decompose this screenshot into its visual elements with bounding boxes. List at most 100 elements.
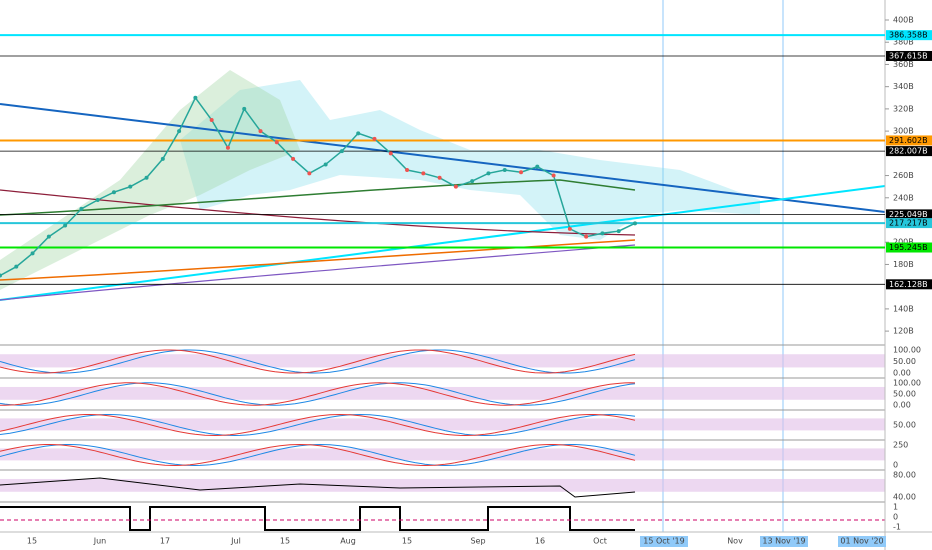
price-point xyxy=(339,149,344,154)
level-label: 367.615B xyxy=(889,51,928,60)
pane-label: 250 xyxy=(893,441,908,450)
moving-average xyxy=(0,239,636,281)
pane-label: 100.00 xyxy=(893,346,921,355)
x-tick-label: 17 xyxy=(160,537,170,546)
price-point xyxy=(356,131,361,136)
price-point xyxy=(79,206,84,211)
price-point xyxy=(291,156,296,161)
price-point xyxy=(453,184,458,189)
price-point xyxy=(584,234,589,239)
oscillator xyxy=(0,382,636,406)
x-tick-label: 01 Nov '20 xyxy=(840,537,883,546)
y-tick-label: 180B xyxy=(893,260,914,269)
level-label: 291.602B xyxy=(889,136,928,145)
pane-label: 80.00 xyxy=(893,471,916,480)
pane-label: 50.00 xyxy=(893,357,916,366)
x-tick-label: Nov xyxy=(727,537,743,546)
pane-label: 50.00 xyxy=(893,390,916,399)
level-label: 282.007B xyxy=(889,147,928,156)
level-tag xyxy=(886,242,932,253)
band xyxy=(0,70,300,290)
pane-label: 1 xyxy=(893,503,898,512)
price-point xyxy=(323,162,328,167)
pane-label: 0.00 xyxy=(893,369,911,378)
y-tick-label: 300B xyxy=(893,127,914,136)
y-tick-label: 360B xyxy=(893,60,914,69)
pane-label: 0 xyxy=(893,513,898,522)
price-point xyxy=(388,151,393,156)
price-point xyxy=(437,175,442,180)
y-tick-label: 400B xyxy=(893,16,914,25)
cloud xyxy=(180,80,760,240)
pane-band xyxy=(0,478,885,492)
level-tag xyxy=(886,135,932,146)
price-point xyxy=(551,173,556,178)
oscillator xyxy=(0,413,636,437)
price-point xyxy=(502,168,507,172)
pane-band xyxy=(0,418,885,431)
price-point xyxy=(567,226,572,231)
pane-label: 100.00 xyxy=(893,379,921,388)
y-tick-label: 340B xyxy=(893,82,914,91)
price-point xyxy=(63,223,68,228)
oscillator xyxy=(0,443,636,467)
pane-label: -1 xyxy=(893,523,901,532)
level-label: 162.128B xyxy=(889,280,928,289)
price-point xyxy=(600,231,605,236)
x-tick-label: 15 xyxy=(27,537,37,546)
level-label: 217.217B xyxy=(889,219,928,228)
date-tag xyxy=(838,536,886,547)
price-point xyxy=(242,106,247,111)
pane-label: 40.00 xyxy=(893,493,916,502)
oscillator xyxy=(0,349,636,374)
price-point xyxy=(225,145,230,150)
price-point xyxy=(111,190,116,195)
price-point xyxy=(128,184,133,189)
x-tick-label: 15 xyxy=(280,537,290,546)
price-point xyxy=(95,198,100,202)
pane-label: 0 xyxy=(893,461,898,470)
oscillator xyxy=(0,382,636,406)
x-tick-label: Jun xyxy=(93,537,107,546)
trend-line xyxy=(0,185,886,301)
moving-average xyxy=(0,244,636,301)
level-label: 386.358B xyxy=(889,31,928,40)
level-label: 195.245B xyxy=(889,243,928,252)
price-point xyxy=(633,221,637,226)
trend-line xyxy=(0,103,886,213)
x-tick-label: Aug xyxy=(340,537,356,546)
price-point xyxy=(421,171,426,176)
price-point xyxy=(616,229,621,234)
price-point xyxy=(258,129,263,134)
oscillator xyxy=(0,349,636,374)
level-tag xyxy=(886,209,932,220)
price-point xyxy=(535,164,540,169)
price-point xyxy=(177,129,182,134)
y-tick-label: 320B xyxy=(893,104,914,113)
level-tag xyxy=(886,50,932,61)
price-point xyxy=(193,95,198,100)
price-point xyxy=(519,170,524,175)
y-tick-label: 380B xyxy=(893,38,914,47)
price-point xyxy=(405,168,410,172)
price-point xyxy=(307,171,312,176)
oscillator xyxy=(0,477,636,498)
level-label: 225.049B xyxy=(889,210,928,219)
price-point xyxy=(486,171,491,176)
oscillator xyxy=(0,413,636,437)
price-point xyxy=(470,179,475,184)
price-point xyxy=(372,136,377,141)
y-tick-label: 140B xyxy=(893,304,914,313)
price-point xyxy=(0,273,2,278)
price-line xyxy=(0,96,636,277)
x-tick-label: Jul xyxy=(230,537,241,546)
price-point xyxy=(144,175,149,180)
pane-label: 0.00 xyxy=(893,401,911,410)
y-tick-label: 260B xyxy=(893,171,914,180)
oscillator xyxy=(0,443,636,467)
x-tick-label: Oct xyxy=(593,537,607,546)
date-tag xyxy=(760,536,808,547)
price-point xyxy=(209,118,214,122)
